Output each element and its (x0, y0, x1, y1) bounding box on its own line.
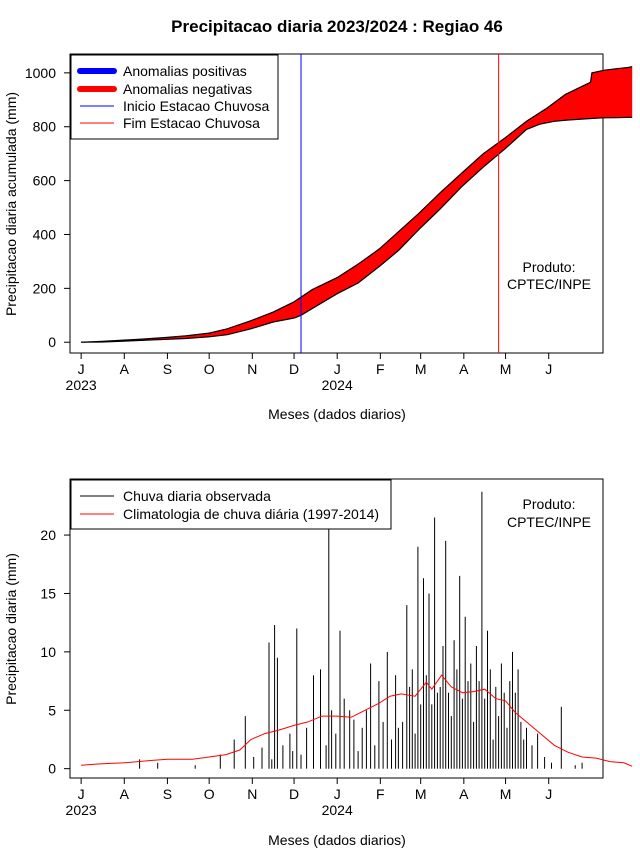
x-tick-label: O (204, 786, 215, 802)
x-tick-label: A (459, 361, 469, 377)
annotation-line-1: Produto: (523, 496, 576, 512)
legend-label-fim: Fim Estacao Chuvosa (123, 115, 260, 131)
y-tick-label: 1000 (25, 65, 56, 81)
y-axis-label: Precipitacao diaria acumulada (mm) (3, 92, 19, 316)
plot-frame (69, 478, 604, 779)
x-tick-label: J (545, 361, 552, 377)
x-axis-label: Meses (dados diarios) (268, 832, 406, 848)
season-lines (300, 54, 500, 353)
x-tick-label: D (289, 361, 299, 377)
x-tick-label: A (120, 786, 130, 802)
x-axis-label: Meses (dados diarios) (268, 406, 406, 422)
x-tick-label: M (415, 361, 427, 377)
y-axis: 0 5 10 15 20 (40, 527, 70, 777)
climatology-line (81, 674, 633, 767)
x-tick-label: J (78, 361, 85, 377)
x-tick-label: J (334, 786, 341, 802)
y-tick-label: 800 (33, 119, 57, 135)
y-tick-label: 600 (33, 173, 57, 189)
y-tick-label: 15 (40, 585, 56, 601)
x-tick-label: J (334, 361, 341, 377)
y-tick-label: 0 (48, 334, 56, 350)
x-tick-label: F (376, 786, 385, 802)
x-tick-label: M (500, 361, 512, 377)
y-tick-label: 0 (48, 761, 56, 777)
legend-box (70, 479, 392, 530)
legend-label-climatology: Climatologia de chuva diária (1997-2014) (123, 506, 379, 522)
x-tick-label: N (247, 786, 257, 802)
legend-label-negative: Anomalias negativas (123, 81, 252, 97)
legend-label-observed: Chuva diaria observada (123, 488, 271, 504)
y-tick-label: 5 (48, 702, 56, 718)
chart-title: Precipitacao diaria 2023/2024 : Regiao 4… (171, 17, 503, 36)
year-label: 2024 (322, 802, 353, 818)
x-tick-label: M (415, 786, 427, 802)
y-axis: 0 200 400 600 800 1000 (25, 65, 70, 350)
x-tick-label: J (545, 786, 552, 802)
x-tick-label: D (289, 786, 299, 802)
plot-frame (69, 53, 604, 354)
y-tick-label: 20 (40, 527, 56, 543)
x-tick-label: S (163, 786, 172, 802)
y-tick-label: 10 (40, 644, 56, 660)
legend: Anomalias positivas Anomalias negativas … (70, 54, 279, 140)
y-tick-label: 400 (33, 226, 57, 242)
x-tick-label: N (247, 361, 257, 377)
negative-anomaly-area (81, 66, 633, 343)
legend: Chuva diaria observada Climatologia de c… (70, 479, 392, 530)
annotation-line-2: CPTEC/INPE (507, 514, 591, 530)
y-tick-label: 200 (33, 280, 57, 296)
annotation-line-1: Produto: (523, 259, 576, 275)
year-label: 2024 (322, 377, 353, 393)
x-tick-label: O (204, 361, 215, 377)
x-tick-label: J (78, 786, 85, 802)
x-tick-label: M (500, 786, 512, 802)
year-label: 2023 (66, 377, 97, 393)
observed-cumulative-line (81, 116, 633, 343)
year-label: 2023 (66, 802, 97, 818)
annotation-line-2: CPTEC/INPE (507, 276, 591, 292)
x-tick-label: F (376, 361, 385, 377)
daily-bars (139, 491, 583, 769)
legend-label-inicio: Inicio Estacao Chuvosa (123, 98, 270, 114)
climatology-daily-line (81, 674, 633, 767)
x-tick-label: A (120, 361, 130, 377)
y-axis-label: Precipitacao diaria (mm) (3, 553, 19, 705)
x-tick-label: A (459, 786, 469, 802)
anomaly-fill (81, 66, 633, 343)
x-tick-label: S (163, 361, 172, 377)
legend-label-positive: Anomalias positivas (123, 63, 247, 79)
climatology-cumulative-line (81, 66, 633, 343)
series-lines (81, 66, 633, 343)
